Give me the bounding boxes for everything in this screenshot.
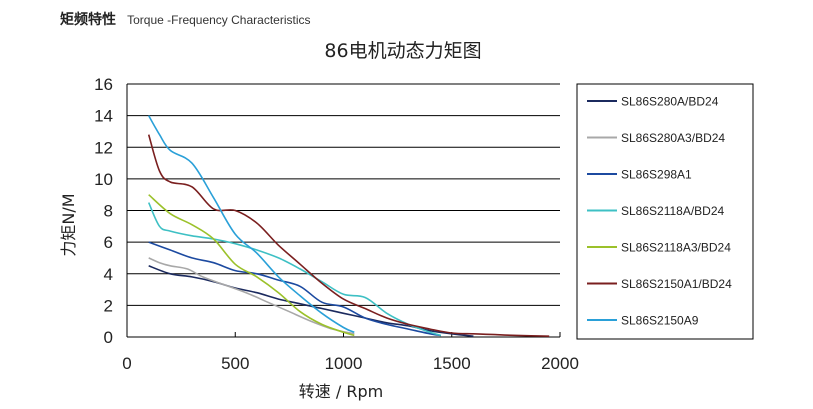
section-title-cn: 矩频特性: [60, 12, 116, 28]
legend-label-3: SL86S2118A/BD24: [621, 204, 725, 218]
x-tick-label-3: 1500: [433, 354, 471, 373]
y-tick-label-1: 2: [104, 296, 113, 315]
legend-label-4: SL86S2118A3/BD24: [621, 241, 731, 255]
y-tick-label-8: 16: [94, 75, 113, 94]
x-tick-label-0: 0: [122, 354, 131, 373]
series-line-0: [148, 265, 474, 337]
chart-title: 86电机动态力矩图: [324, 40, 481, 62]
x-tick-label-1: 500: [221, 354, 249, 373]
legend: SL86S280A/BD24 SL86S280A3/BD24 SL86S298A1 S…: [576, 83, 754, 340]
series-line-5: [147, 134, 550, 337]
x-tick-label-4: 2000: [541, 354, 579, 373]
y-tick-label-7: 14: [94, 107, 113, 126]
series-line-1: [148, 257, 355, 335]
section-heading: 矩频特性 Torque -Frequency Characteristics: [60, 9, 311, 29]
grid-lines: [127, 83, 560, 306]
series-line-3: [147, 202, 442, 337]
y-tick-label-2: 4: [104, 265, 113, 284]
y-axis-label: 力矩N/M: [59, 193, 78, 256]
tick-labels: 0 2 4 6 8 10 12 14 16 0 500 1000 1500 2000: [94, 75, 579, 373]
legend-label-0: SL86S280A/BD24: [621, 95, 719, 109]
x-tick-label-2: 1000: [325, 354, 363, 373]
series-line-6: [148, 115, 355, 334]
plot-series: [147, 115, 550, 337]
y-tick-label-3: 6: [104, 233, 113, 252]
section-title-en: Torque -Frequency Characteristics: [127, 13, 311, 27]
y-tick-label-5: 10: [94, 170, 113, 189]
y-tick-label-0: 0: [104, 328, 113, 347]
x-axis-label: 转速 / Rpm: [299, 382, 383, 401]
legend-label-2: SL86S298A1: [621, 168, 692, 182]
legend-label-1: SL86S280A3/BD24: [621, 131, 725, 145]
axes: [126, 84, 561, 338]
series-line-2: [148, 241, 441, 337]
series-line-4: [148, 194, 355, 337]
y-tick-label-6: 12: [94, 138, 113, 157]
y-tick-label-4: 8: [104, 202, 113, 221]
legend-label-6: SL86S2150A9: [621, 314, 699, 328]
legend-label-5: SL86S2150A1/BD24: [621, 277, 732, 291]
